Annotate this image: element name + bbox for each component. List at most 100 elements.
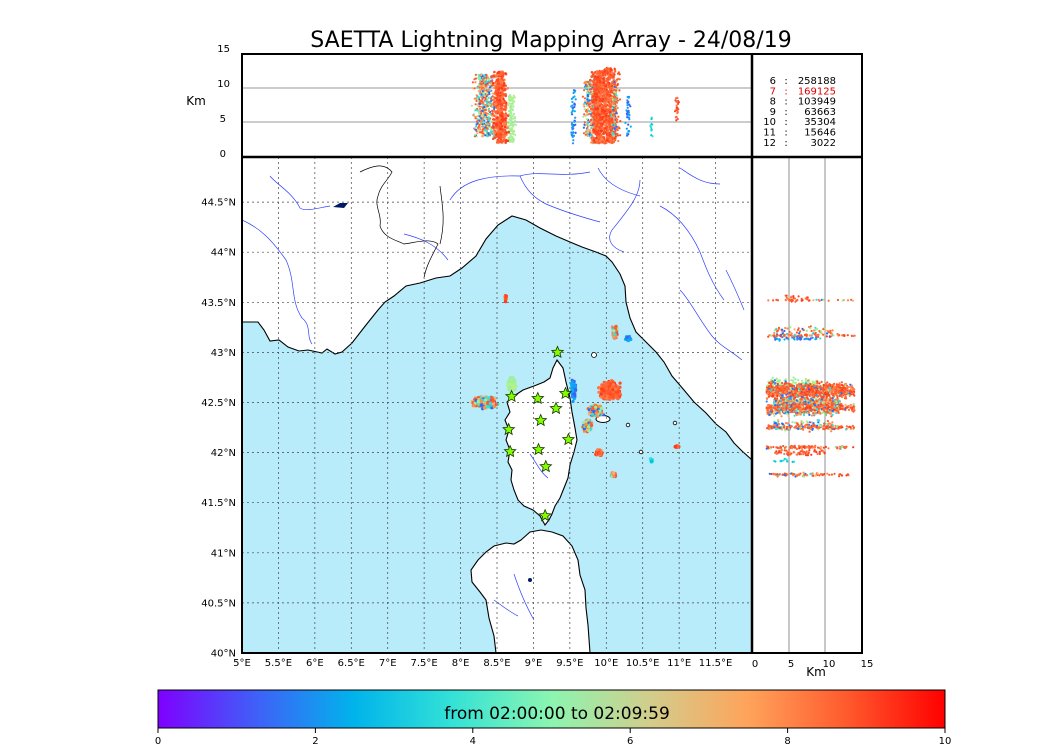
lightning-source bbox=[508, 388, 512, 392]
lightning-source bbox=[488, 122, 491, 125]
lightning-source bbox=[491, 95, 494, 98]
lightning-source bbox=[585, 114, 588, 117]
lightning-source bbox=[599, 392, 603, 396]
lightning-source bbox=[626, 110, 629, 114]
lightning-source bbox=[504, 294, 508, 298]
lightning-source bbox=[504, 72, 507, 75]
lightning-source bbox=[477, 90, 480, 93]
lightning-source bbox=[571, 127, 574, 130]
lightning-source bbox=[478, 115, 481, 118]
lightning-source bbox=[604, 94, 608, 97]
lightning-source bbox=[581, 420, 586, 425]
lightning-source bbox=[614, 390, 618, 394]
lightning-source bbox=[650, 123, 653, 126]
lightning-source bbox=[596, 127, 599, 130]
lightning-source bbox=[609, 110, 612, 113]
lightning-source bbox=[570, 97, 574, 100]
lightning-source bbox=[498, 98, 501, 102]
lightning-source bbox=[628, 103, 631, 106]
lightning-source bbox=[625, 127, 628, 130]
lightning-source bbox=[475, 123, 478, 126]
lightning-source bbox=[607, 108, 610, 111]
lightning-source bbox=[606, 128, 610, 131]
lightning-source bbox=[612, 471, 616, 475]
lightning-source bbox=[492, 137, 495, 140]
lightning-source bbox=[584, 130, 588, 133]
lightning-source bbox=[596, 115, 600, 119]
lightning-source bbox=[601, 106, 604, 110]
lightning-source bbox=[586, 93, 589, 96]
lightning-source bbox=[583, 123, 586, 126]
lightning-source bbox=[592, 104, 596, 107]
lightning-source bbox=[477, 129, 480, 132]
lightning-source bbox=[600, 129, 604, 133]
lightning-source bbox=[488, 113, 491, 116]
lightning-source bbox=[615, 104, 618, 107]
station-star bbox=[549, 401, 563, 415]
lightning-source bbox=[610, 70, 613, 73]
lightning-source bbox=[508, 109, 511, 113]
legend-separator: : bbox=[784, 76, 787, 87]
lightning-source bbox=[483, 111, 486, 114]
lightning-source bbox=[573, 124, 576, 127]
lightning-source bbox=[619, 120, 622, 123]
lightning-source bbox=[595, 136, 598, 140]
map-lightning-sources bbox=[470, 294, 681, 479]
lightning-source bbox=[500, 125, 503, 128]
lightning-source bbox=[676, 100, 679, 103]
station-star bbox=[531, 391, 545, 405]
lightning-source bbox=[499, 114, 503, 117]
legend-separator: : bbox=[784, 128, 787, 139]
lightning-source bbox=[602, 111, 605, 114]
lightning-source bbox=[611, 118, 614, 121]
lightning-source bbox=[480, 117, 483, 120]
altitude-axis-label: Km bbox=[186, 94, 206, 108]
lightning-source bbox=[493, 70, 496, 74]
lightning-source bbox=[629, 125, 632, 128]
lightning-source bbox=[496, 116, 499, 120]
lightning-source bbox=[485, 76, 488, 79]
lightning-source bbox=[500, 87, 504, 90]
lightning-source bbox=[510, 136, 513, 139]
lightning-source bbox=[507, 130, 510, 134]
lat-tick-label: 44°N bbox=[211, 248, 236, 259]
lightning-source bbox=[489, 81, 492, 84]
lightning-source bbox=[613, 138, 617, 141]
lightning-source bbox=[676, 109, 679, 112]
lightning-source bbox=[571, 100, 574, 104]
lightning-source bbox=[610, 115, 613, 118]
lightning-source bbox=[593, 75, 597, 78]
lon-tick-label: 7.5°E bbox=[411, 658, 438, 669]
lightning-source bbox=[611, 72, 615, 75]
legend-count: 169125 bbox=[798, 86, 836, 97]
lightning-source bbox=[607, 97, 610, 100]
lightning-source bbox=[477, 95, 480, 99]
lightning-source bbox=[581, 95, 585, 98]
lightning-source bbox=[586, 108, 590, 111]
lightning-source bbox=[601, 393, 606, 397]
lightning-source bbox=[587, 124, 590, 127]
lightning-source bbox=[600, 133, 603, 137]
lightning-source bbox=[471, 81, 474, 84]
legend-key: 6 bbox=[770, 76, 776, 87]
lightning-source bbox=[613, 67, 616, 70]
lightning-source bbox=[607, 67, 610, 70]
lightning-source bbox=[475, 120, 478, 123]
lightning-source bbox=[482, 127, 485, 131]
lightning-source bbox=[508, 138, 512, 141]
lightning-source bbox=[583, 89, 586, 92]
lightning-source bbox=[583, 108, 586, 111]
lightning-source bbox=[617, 139, 620, 143]
lightning-source bbox=[601, 140, 604, 143]
lightning-source bbox=[471, 87, 474, 90]
legend-separator: : bbox=[784, 107, 787, 118]
lightning-source bbox=[618, 127, 621, 130]
lightning-source bbox=[503, 84, 506, 87]
lightning-source bbox=[513, 120, 517, 123]
lightning-source bbox=[601, 118, 604, 121]
lightning-source bbox=[502, 97, 505, 101]
lightning-source bbox=[606, 132, 609, 136]
lake-geneva bbox=[333, 203, 348, 208]
legend-count: 3022 bbox=[811, 138, 836, 149]
lightning-source bbox=[587, 131, 590, 134]
